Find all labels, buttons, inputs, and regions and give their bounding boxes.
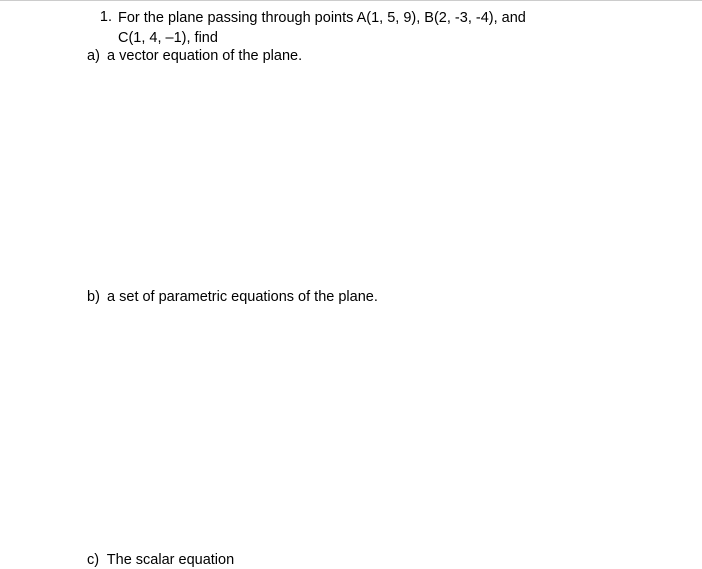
question-text-line1: For the plane passing through points A(1…	[118, 9, 526, 27]
part-b: b) a set of parametric equations of the …	[87, 288, 662, 306]
part-c-label: c)	[87, 551, 103, 569]
document-content: 1. For the plane passing through points …	[0, 1, 702, 569]
part-b-text: a set of parametric equations of the pla…	[107, 289, 378, 305]
part-b-label: b)	[87, 288, 103, 306]
part-c-text: The scalar equation	[107, 552, 234, 568]
part-a-label: a)	[87, 47, 103, 65]
question-header: 1. For the plane passing through points …	[98, 9, 662, 27]
part-a: a) a vector equation of the plane.	[87, 47, 662, 65]
part-c: c) The scalar equation	[87, 551, 662, 569]
question-number: 1.	[98, 9, 112, 25]
part-a-text: a vector equation of the plane.	[107, 48, 302, 64]
question-text-line2: C(1, 4, –1), find	[118, 29, 662, 47]
